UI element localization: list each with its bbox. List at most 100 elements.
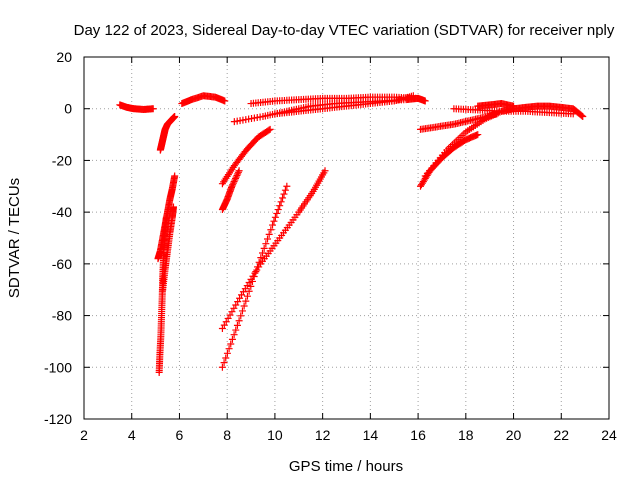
data-point [234, 170, 242, 178]
data-point [225, 345, 233, 353]
series-arc-19 [450, 105, 577, 118]
data-point [271, 213, 279, 221]
y-axis-label: SDTVAR / TECUs [6, 178, 23, 298]
series-arc-13 [271, 92, 417, 118]
series-arc-2 [156, 112, 179, 154]
data-point [232, 175, 240, 183]
data-point [229, 179, 237, 187]
x-tick-label: 22 [553, 427, 569, 443]
data-point [232, 173, 240, 181]
data-point [483, 114, 491, 122]
x-tick-label: 6 [176, 427, 184, 443]
data-point [578, 112, 586, 120]
data-point [489, 111, 497, 119]
x-tick-label: 20 [506, 427, 522, 443]
x-tick-label: 16 [410, 427, 426, 443]
plot-frame [83, 56, 610, 420]
data-point [220, 359, 228, 367]
data-point [228, 335, 236, 343]
data-point [481, 115, 489, 123]
data-point [260, 244, 268, 252]
y-tick-label: 0 [64, 101, 72, 117]
y-tick-label: 20 [56, 49, 72, 65]
data-point [270, 217, 278, 225]
series-arc-17 [474, 100, 518, 110]
series-arc-14 [416, 131, 482, 190]
data-point [281, 186, 289, 194]
data-point [228, 182, 236, 190]
y-tick-label: -80 [52, 308, 72, 324]
data-point [227, 340, 235, 348]
data-point [474, 131, 482, 139]
data-point [240, 302, 248, 310]
series-arc-6 [178, 92, 229, 108]
x-tick-label: 10 [267, 427, 283, 443]
data-point [171, 112, 179, 120]
data-point [273, 209, 281, 217]
data-point [223, 349, 231, 357]
data-point [265, 126, 273, 134]
data-point [233, 321, 241, 329]
x-tick-label: 12 [315, 427, 331, 443]
series-arc-4 [154, 172, 179, 263]
y-tick-label: -20 [52, 152, 72, 168]
y-tick-label: -60 [52, 256, 72, 272]
data-point [243, 292, 251, 300]
data-point [235, 167, 243, 175]
data-point [235, 317, 243, 325]
y-tick-label: -100 [44, 359, 72, 375]
y-tick-label: -120 [44, 411, 72, 427]
data-point [280, 190, 288, 198]
x-tick-label: 2 [80, 427, 88, 443]
data-point [230, 178, 238, 186]
data-point [252, 268, 260, 276]
data-point [234, 168, 242, 176]
data-point [276, 202, 284, 210]
data-point [218, 363, 226, 371]
data-point [569, 110, 577, 118]
data-point [266, 125, 274, 133]
series-arc-10 [218, 167, 329, 332]
data-point [233, 171, 241, 179]
data-point [171, 172, 179, 180]
data-point [409, 92, 417, 100]
series-arc-1 [116, 101, 157, 113]
data-point [279, 194, 287, 202]
data-point [238, 307, 246, 315]
x-tick-label: 14 [363, 427, 379, 443]
series-arc-7 [218, 167, 243, 214]
x-tick-label: 4 [128, 427, 136, 443]
data-point [230, 331, 238, 339]
data-point [321, 167, 329, 175]
data-point [222, 354, 230, 362]
series-arc-16 [421, 105, 518, 180]
data-point [579, 112, 587, 120]
series-arc-9 [218, 182, 291, 371]
data-points [116, 92, 587, 376]
data-point [149, 105, 157, 113]
data-point [242, 297, 250, 305]
data-point [231, 176, 239, 184]
data-point [277, 198, 285, 206]
x-axis-label: GPS time / hours [289, 458, 403, 475]
data-point [169, 203, 177, 211]
data-point [274, 206, 282, 214]
data-point [229, 181, 237, 189]
data-point [247, 282, 255, 290]
chart-title: Day 122 of 2023, Sidereal Day-to-day VTE… [74, 22, 615, 39]
data-point [283, 182, 291, 190]
data-point [264, 235, 272, 243]
series-arc-5 [159, 203, 177, 294]
data-point [237, 312, 245, 320]
tick-labels: 2 4 6 8 10 12 14 16 18 20 22 24200-20-40-60-80-100-… [44, 49, 617, 443]
x-tick-label: 24 [601, 427, 617, 443]
data-point [221, 97, 229, 105]
x-tick-label: 8 [223, 427, 231, 443]
data-point [269, 221, 277, 229]
x-tick-label: 18 [458, 427, 474, 443]
data-point [257, 254, 265, 262]
data-point [262, 240, 270, 248]
data-point [232, 326, 240, 334]
y-tick-label: -40 [52, 204, 72, 220]
